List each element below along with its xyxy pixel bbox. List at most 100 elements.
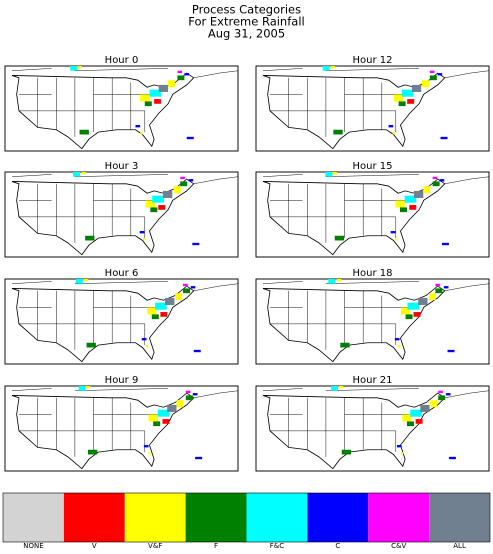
rain-cell bbox=[437, 73, 443, 76]
rain-cell bbox=[147, 307, 157, 315]
rain-cell bbox=[402, 414, 412, 422]
rain-cell bbox=[83, 279, 89, 282]
map bbox=[255, 171, 490, 258]
rain-cell bbox=[135, 125, 141, 128]
rain-cell bbox=[185, 390, 191, 394]
colorbar-segment bbox=[246, 493, 308, 542]
map bbox=[255, 65, 490, 152]
colorbar-segment bbox=[3, 493, 64, 542]
rain-cell bbox=[322, 66, 330, 71]
rain-cell bbox=[149, 89, 162, 97]
rain-cell bbox=[428, 293, 436, 301]
panel-title: Hour 3 bbox=[105, 161, 139, 172]
map-panel: Hour 15 bbox=[255, 161, 490, 258]
rain-cell bbox=[160, 312, 168, 317]
rain-cell bbox=[332, 172, 338, 175]
panel-title: Hour 9 bbox=[105, 375, 139, 386]
rain-cell bbox=[447, 349, 455, 353]
rain-cell bbox=[192, 393, 198, 396]
rain-cell bbox=[394, 338, 400, 341]
rain-cell bbox=[158, 205, 166, 210]
map-panel: Hour 21 bbox=[255, 375, 490, 472]
map-panel: Hour 3 bbox=[4, 161, 239, 258]
map bbox=[4, 385, 239, 472]
rain-cell bbox=[85, 386, 91, 389]
colorbar-label: V&F bbox=[148, 542, 162, 550]
colorbar-frame bbox=[2, 492, 491, 543]
rain-cell bbox=[413, 190, 424, 198]
basemap bbox=[4, 278, 239, 365]
rain-cell bbox=[429, 70, 435, 74]
rain-cell bbox=[78, 386, 86, 391]
rain-cell bbox=[141, 338, 147, 341]
basemap bbox=[4, 65, 239, 152]
rain-cell bbox=[429, 75, 437, 81]
rain-cell bbox=[388, 125, 394, 128]
rain-cell bbox=[177, 75, 185, 81]
figure-title: Process Categories For Extreme Rainfall … bbox=[188, 3, 304, 41]
colorbar-label: C&V bbox=[391, 542, 406, 550]
panel-title: Hour 6 bbox=[105, 268, 139, 279]
map bbox=[255, 278, 490, 365]
rain-cell bbox=[183, 288, 191, 294]
rain-cell bbox=[404, 195, 417, 203]
rain-cell bbox=[184, 73, 190, 76]
basemap bbox=[255, 171, 490, 258]
title-line: For Extreme Rainfall bbox=[188, 15, 304, 29]
rain-cell bbox=[152, 195, 164, 203]
rain-cell bbox=[336, 279, 342, 282]
map bbox=[4, 65, 239, 152]
rain-cell bbox=[440, 136, 448, 140]
rain-cell bbox=[411, 84, 422, 92]
rain-cell bbox=[162, 190, 173, 198]
rain-cell bbox=[405, 314, 413, 320]
rain-cell bbox=[148, 414, 158, 422]
map-panel: Hour 18 bbox=[255, 268, 490, 365]
map-panel: Hour 0 bbox=[4, 55, 239, 152]
rain-cell bbox=[155, 302, 167, 310]
rain-cell bbox=[77, 66, 82, 69]
colorbar-label: V bbox=[92, 542, 97, 550]
rain-cell bbox=[448, 456, 456, 460]
rain-cell bbox=[190, 286, 196, 289]
rain-cell bbox=[70, 66, 78, 71]
rain-cell bbox=[439, 179, 445, 182]
rain-cell bbox=[410, 409, 422, 417]
rain-cell bbox=[75, 279, 83, 284]
rain-cell bbox=[407, 99, 415, 104]
rain-cell bbox=[154, 99, 162, 104]
rain-cell bbox=[406, 421, 414, 427]
map bbox=[4, 278, 239, 365]
colorbar-segment bbox=[307, 493, 369, 542]
rain-cell bbox=[392, 132, 395, 135]
rain-cell bbox=[330, 66, 335, 69]
rain-cell bbox=[85, 235, 95, 241]
basemap bbox=[4, 171, 239, 258]
rain-cell bbox=[399, 207, 407, 213]
rain-cell bbox=[193, 349, 201, 353]
rain-cell bbox=[430, 400, 438, 408]
map bbox=[4, 171, 239, 258]
rain-cell bbox=[325, 172, 333, 177]
rain-cell bbox=[395, 238, 398, 241]
rain-cell bbox=[395, 200, 405, 208]
rain-cell bbox=[432, 176, 438, 180]
rain-cell bbox=[140, 94, 150, 102]
rain-cell bbox=[79, 129, 89, 135]
rain-cell bbox=[165, 297, 175, 305]
rain-cell bbox=[398, 345, 401, 348]
rain-cell bbox=[415, 419, 423, 424]
colorbar-segment bbox=[63, 493, 125, 542]
rain-cell bbox=[420, 404, 430, 412]
rain-cell bbox=[438, 395, 446, 401]
rain-cell bbox=[168, 80, 176, 88]
rain-cell bbox=[409, 205, 417, 210]
rain-cell bbox=[73, 172, 81, 177]
rain-cell bbox=[400, 307, 411, 315]
panel-title: Hour 18 bbox=[353, 268, 393, 279]
panel-title: Hour 15 bbox=[353, 161, 393, 172]
rain-cell bbox=[185, 395, 193, 401]
rain-cell bbox=[418, 297, 428, 305]
map-panel: Hour 9 bbox=[4, 375, 239, 472]
